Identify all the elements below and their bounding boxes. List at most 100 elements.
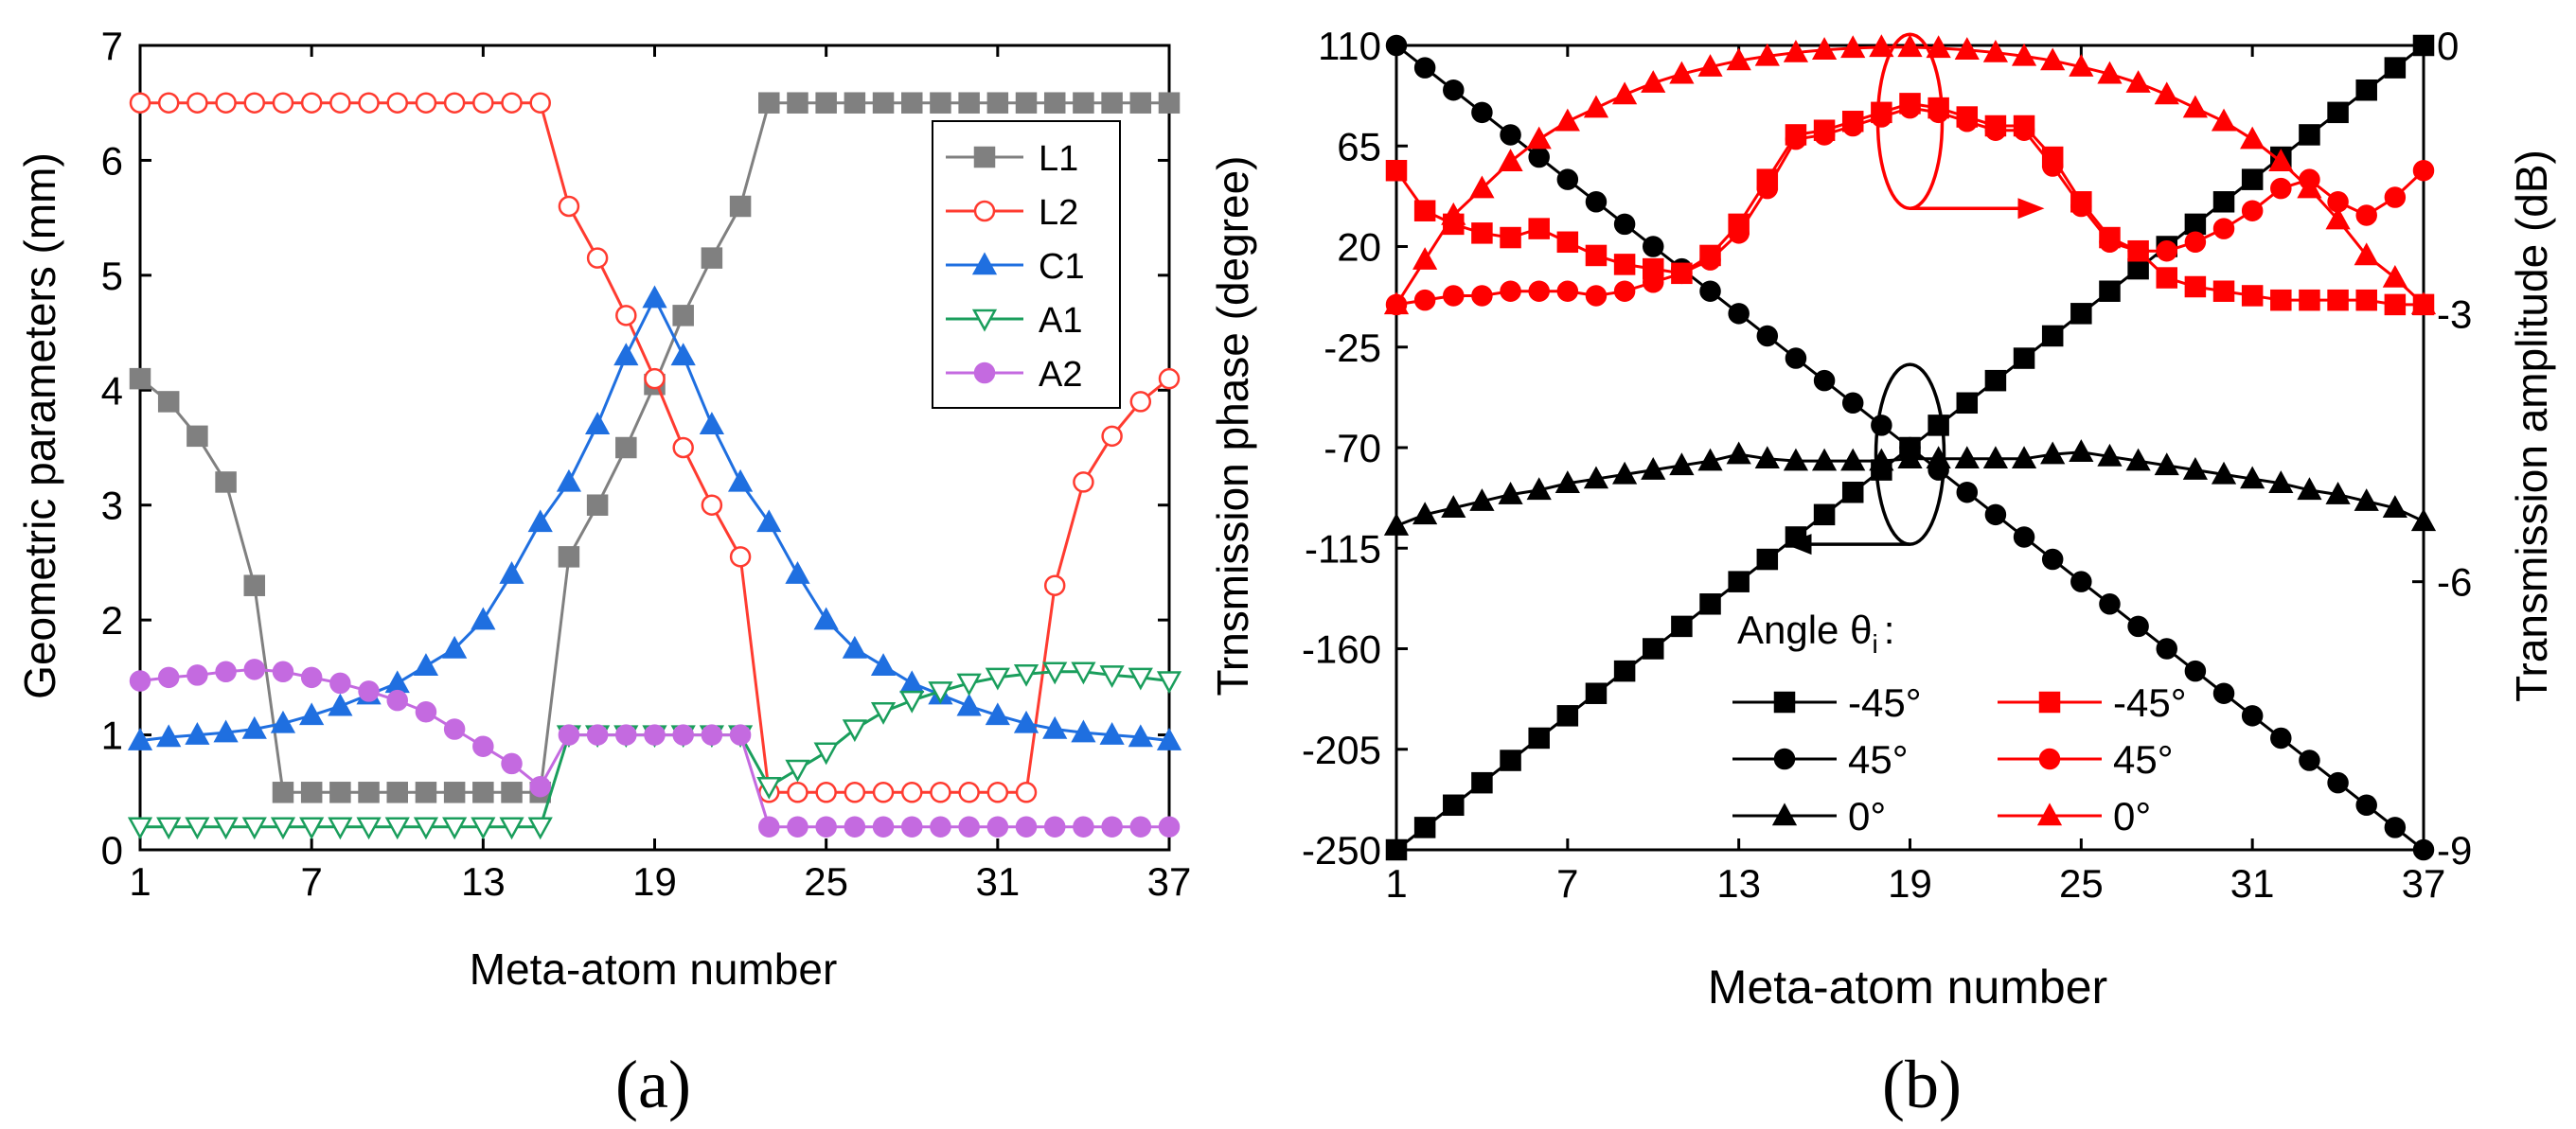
panel-a-point-a2 <box>157 666 180 689</box>
panel-b-point-phase-1 <box>2212 682 2235 704</box>
panel-a-point-l1 <box>958 92 980 114</box>
panel-a-point-a1 <box>241 817 267 840</box>
panel-a-point-l2 <box>844 782 866 803</box>
panel-b-point-phase-1 <box>1443 79 1465 101</box>
panel-b-legend-marker <box>2038 748 2061 770</box>
panel-b-point-amplitude-4 <box>1756 177 1779 200</box>
panel-a-y-tick-label: 5 <box>101 254 123 298</box>
panel-b-point-amplitude-4 <box>1643 272 1664 293</box>
panel-b-point-phase-0 <box>2070 303 2092 325</box>
panel-b-point-phase-1 <box>2355 794 2377 817</box>
panel-b-point-amplitude-4 <box>2384 186 2407 208</box>
panel-a-point-a1 <box>499 817 524 840</box>
panel-b-point-amplitude-5 <box>1897 34 1923 58</box>
panel-b-point-amplitude-3 <box>2184 275 2207 298</box>
panel-a-point-l2 <box>787 782 808 803</box>
panel-b-legend-marker <box>1771 803 1798 826</box>
panel-b-point-amplitude-3 <box>1528 218 1550 239</box>
panel-a-point-l2 <box>1158 367 1181 390</box>
panel-b-point-amplitude-3 <box>1385 159 1408 182</box>
panel-b-point-phase-0 <box>1984 369 2007 392</box>
panel-b-point-amplitude-4 <box>2070 195 2092 218</box>
panel-a-chart: Geometric parameters (mm) Meta-atom numb… <box>15 24 1191 1122</box>
panel-b-point-amplitude-5 <box>2097 61 2123 84</box>
panel-b-point-amplitude-5 <box>1383 291 1410 315</box>
panel-b-point-phase-0 <box>1756 548 1779 571</box>
panel-b-point-amplitude-5 <box>1840 35 1866 59</box>
panel-b-point-amplitude-5 <box>1412 247 1438 270</box>
panel-a-point-a1 <box>785 759 810 783</box>
panel-b-point-phase-0 <box>1500 750 1521 771</box>
panel-a-x-tick-label: 25 <box>804 859 848 904</box>
panel-a-point-c1 <box>384 670 410 694</box>
panel-a-point-a1 <box>213 817 239 840</box>
panel-b-point-amplitude-4 <box>2355 204 2377 226</box>
panel-b-y-tick-label: -205 <box>1302 728 1381 772</box>
panel-b-point-amplitude-5 <box>2410 291 2437 315</box>
panel-a-point-c1 <box>241 715 267 739</box>
panel-b-point-amplitude-4 <box>1613 280 1636 302</box>
panel-a-point-a2 <box>872 816 895 838</box>
panel-b-point-phase-0 <box>1841 481 1864 503</box>
panel-a-point-a2 <box>1129 816 1152 838</box>
panel-b-point-amplitude-4 <box>1471 285 1493 307</box>
panel-b-point-phase-2 <box>1840 448 1866 471</box>
panel-a-point-l2 <box>358 92 380 114</box>
panel-a-point-l2 <box>215 92 237 114</box>
panel-b-point-amplitude-3 <box>1613 254 1636 275</box>
panel-b-y-tick-label: 110 <box>1318 24 1381 68</box>
panel-a-point-a2 <box>529 775 551 798</box>
panel-a-point-l2 <box>501 92 523 114</box>
panel-b-y2-tick-label: 0 <box>2437 24 2459 68</box>
panel-a-point-l2 <box>157 92 180 114</box>
panel-a-point-c1 <box>870 653 897 676</box>
panel-b-point-phase-1 <box>1385 34 1408 57</box>
panel-b-point-phase-2 <box>1783 448 1809 471</box>
panel-a-point-l2 <box>644 367 666 390</box>
panel-a-point-a2 <box>672 724 694 746</box>
panel-a-point-l2 <box>1015 782 1038 803</box>
panel-a-point-l1 <box>243 574 266 596</box>
panel-b-point-amplitude-3 <box>2327 289 2349 311</box>
panel-a-point-l1 <box>729 195 752 218</box>
panel-b-legend-marker <box>2036 803 2063 826</box>
panel-a-point-l1 <box>472 782 494 803</box>
panel-a-legend-label: A2 <box>1039 355 1082 395</box>
panel-b-point-phase-2 <box>2382 495 2407 518</box>
panel-b-point-phase-2 <box>1754 446 1780 469</box>
panel-a-point-a2 <box>758 816 780 838</box>
panel-b-point-amplitude-4 <box>2412 159 2435 182</box>
panel-a-point-l2 <box>815 782 837 803</box>
panel-a-point-l1 <box>215 471 237 493</box>
panel-b-point-amplitude-4 <box>1984 119 2007 141</box>
panel-b-point-phase-0 <box>1813 503 1836 526</box>
panel-b-right-y-axis-label: Transmission amplitude (dB) <box>2507 150 2556 702</box>
panel-a-point-c1 <box>985 702 1010 726</box>
panel-a-point-c1 <box>813 607 839 630</box>
panel-b-legend-label: 0° <box>1848 794 1886 838</box>
panel-a-point-l2 <box>129 92 151 114</box>
panel-a-point-a1 <box>899 690 925 714</box>
panel-b-point-amplitude-5 <box>2011 43 2037 66</box>
panel-b-point-amplitude-4 <box>1413 289 1436 311</box>
panel-b-point-amplitude-5 <box>1526 126 1552 150</box>
panel-a-legend-label: C1 <box>1039 247 1085 287</box>
panel-a-point-a2 <box>930 816 951 838</box>
panel-b-point-phase-2 <box>2297 477 2322 501</box>
panel-b-label: (b) <box>1882 1047 1962 1122</box>
panel-a-point-c1 <box>642 285 667 309</box>
panel-b-point-phase-0 <box>1728 571 1750 592</box>
panel-b-point-phase-0 <box>1585 682 1608 704</box>
panel-b-point-phase-0 <box>2013 347 2035 369</box>
panel-a-point-c1 <box>785 560 810 584</box>
panel-a-point-c1 <box>442 635 468 659</box>
panel-a-point-l1 <box>129 367 151 390</box>
panel-b-y-tick-label: -70 <box>1324 426 1381 470</box>
panel-b-point-amplitude-3 <box>2384 293 2407 316</box>
panel-a-point-l1 <box>187 425 208 448</box>
panel-a-point-c1 <box>127 728 153 750</box>
panel-b-legend-marker <box>1773 691 1796 714</box>
panel-b-point-amplitude-5 <box>1869 34 1894 58</box>
panel-a-point-c1 <box>842 635 867 659</box>
panel-b-point-amplitude-5 <box>2125 70 2151 93</box>
